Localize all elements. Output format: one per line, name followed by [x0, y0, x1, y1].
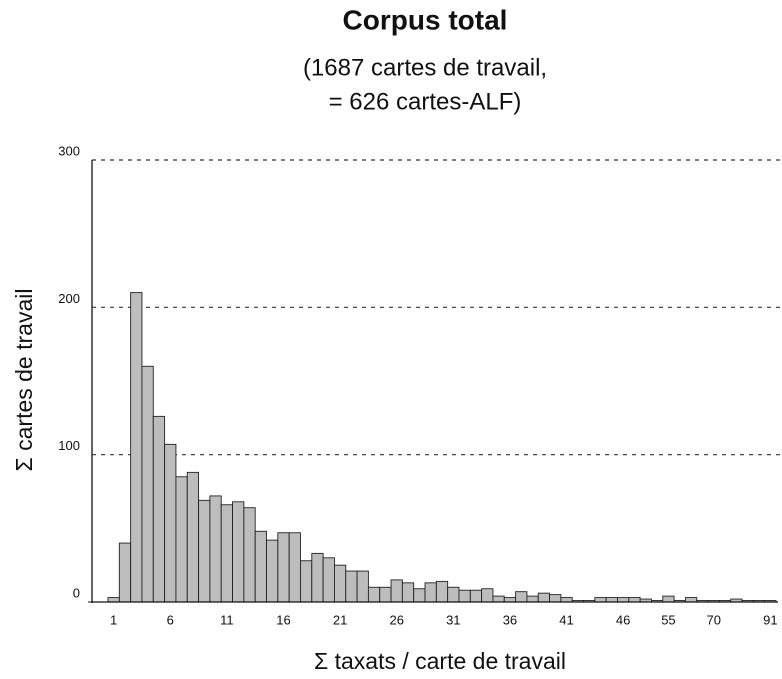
bar: [503, 597, 517, 603]
bar: [617, 597, 630, 603]
bar: [492, 595, 505, 603]
x-tick-label: 11: [220, 612, 234, 627]
bar: [684, 597, 698, 603]
bar: [458, 589, 471, 603]
x-tick-label: 21: [333, 612, 347, 627]
x-tick-label: 46: [616, 612, 630, 627]
x-tick-label: 26: [389, 612, 403, 627]
x-axis-label: Σ taxats / carte de travail: [314, 648, 566, 674]
bar: [209, 495, 222, 603]
bar: [345, 570, 358, 603]
x-tick-label: 91: [763, 612, 777, 627]
bar: [560, 597, 573, 603]
bar: [526, 595, 539, 603]
bar: [198, 499, 211, 603]
chart-subtitle: (1687 cartes de travail,: [303, 54, 547, 81]
chart-subtitle: = 626 cartes-ALF): [329, 88, 522, 115]
bar: [322, 557, 335, 603]
bar: [311, 552, 324, 603]
bar: [288, 532, 301, 603]
x-tick-label: 55: [661, 612, 675, 627]
bar: [232, 501, 245, 603]
bar: [254, 530, 267, 603]
bar: [549, 594, 562, 603]
bar: [515, 591, 528, 603]
y-tick-label: 100: [58, 438, 80, 453]
bar: [447, 586, 460, 603]
bar: [118, 542, 132, 603]
bar: [220, 504, 233, 603]
bar: [130, 292, 143, 603]
x-tick-label: 36: [503, 612, 517, 627]
bar: [356, 570, 369, 603]
bar: [390, 579, 403, 603]
bar: [628, 597, 641, 603]
bar: [594, 597, 607, 603]
bar: [175, 476, 188, 603]
bar: [537, 592, 551, 603]
y-tick-label: 0: [73, 585, 80, 600]
bar: [107, 597, 120, 603]
chart-title: Corpus total: [343, 4, 508, 35]
bar: [300, 560, 313, 603]
x-tick-label: 31: [446, 612, 460, 627]
y-axis-label: Σ cartes de travail: [11, 289, 37, 472]
bar: [164, 443, 177, 603]
x-tick-label: 41: [559, 612, 573, 627]
bar: [481, 588, 494, 603]
bar: [152, 415, 166, 603]
bar: [141, 365, 154, 603]
x-tick-label: 16: [276, 612, 290, 627]
bar: [266, 539, 279, 603]
bar: [367, 586, 381, 603]
bar: [435, 580, 449, 603]
bar: [379, 586, 392, 603]
bar: [401, 582, 415, 603]
bar: [243, 507, 256, 603]
x-tick-label: 70: [706, 612, 720, 627]
bar: [277, 532, 290, 603]
y-tick-label: 300: [58, 143, 80, 158]
bar: [186, 471, 200, 603]
bar: [469, 589, 483, 603]
x-tick-label: 6: [167, 612, 174, 627]
x-tick-label: 1: [110, 612, 117, 627]
bar: [662, 595, 675, 603]
bar: [413, 588, 426, 603]
y-tick-label: 200: [58, 291, 80, 306]
bar: [605, 597, 618, 603]
bar: [424, 582, 437, 603]
bar: [333, 564, 347, 603]
